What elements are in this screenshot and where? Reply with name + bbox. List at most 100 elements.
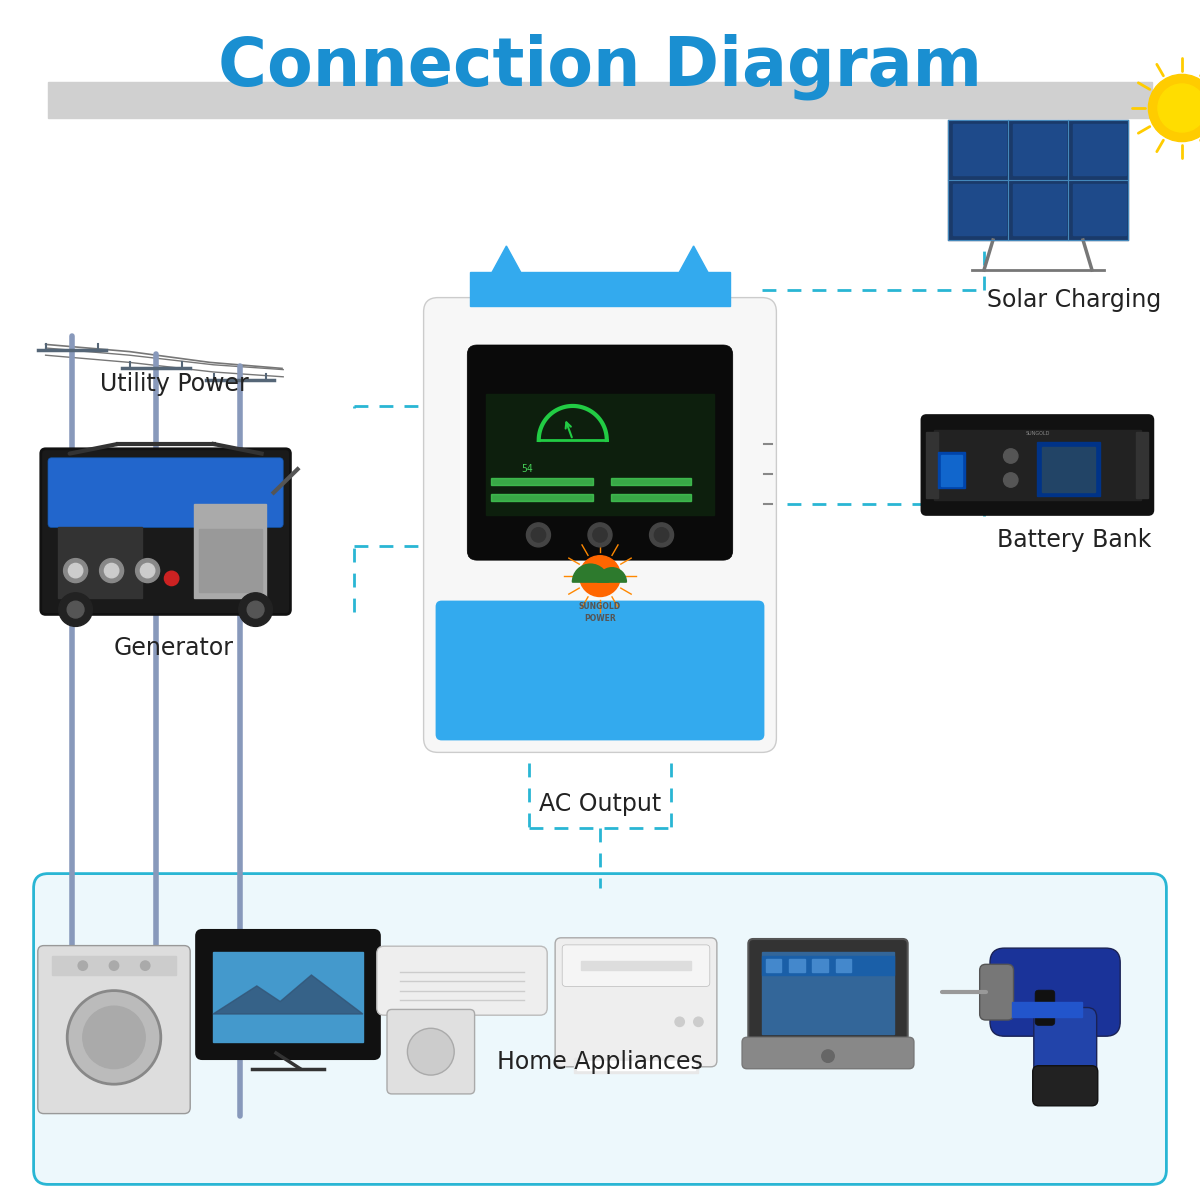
Bar — [52, 956, 176, 974]
Circle shape — [1003, 449, 1018, 463]
Bar — [48, 82, 1152, 118]
Bar — [953, 184, 1006, 235]
Polygon shape — [492, 246, 521, 272]
FancyBboxPatch shape — [922, 415, 1153, 515]
FancyBboxPatch shape — [979, 965, 1014, 1020]
FancyBboxPatch shape — [749, 938, 907, 1050]
Circle shape — [239, 593, 272, 626]
Circle shape — [649, 523, 673, 547]
Circle shape — [140, 961, 150, 971]
Circle shape — [676, 1018, 684, 1026]
FancyBboxPatch shape — [48, 457, 283, 527]
Circle shape — [68, 563, 83, 578]
Circle shape — [527, 523, 551, 547]
FancyBboxPatch shape — [467, 346, 733, 560]
Bar — [762, 956, 894, 974]
Bar — [1013, 184, 1066, 235]
Bar — [199, 529, 262, 592]
Text: Solar Charging: Solar Charging — [986, 288, 1162, 312]
Circle shape — [694, 1018, 703, 1026]
Bar — [1073, 184, 1126, 235]
Circle shape — [78, 961, 88, 971]
FancyBboxPatch shape — [990, 948, 1121, 1037]
Text: 54: 54 — [522, 464, 533, 474]
FancyBboxPatch shape — [563, 944, 710, 986]
Text: POWER: POWER — [584, 613, 616, 623]
Text: Battery Bank: Battery Bank — [997, 528, 1151, 552]
Text: Generator: Generator — [114, 636, 234, 660]
Circle shape — [67, 991, 161, 1085]
Bar — [766, 960, 781, 972]
Bar — [611, 478, 691, 485]
FancyBboxPatch shape — [197, 930, 379, 1060]
Text: SUNGOLD: SUNGOLD — [578, 601, 622, 611]
FancyBboxPatch shape — [377, 946, 547, 1015]
Bar — [611, 493, 691, 500]
FancyBboxPatch shape — [38, 946, 190, 1114]
Bar — [762, 952, 894, 1034]
Bar — [1013, 124, 1066, 175]
Bar — [582, 961, 691, 971]
Bar — [835, 960, 851, 972]
Circle shape — [164, 571, 179, 586]
Circle shape — [408, 1028, 454, 1075]
Circle shape — [580, 556, 620, 596]
Circle shape — [67, 601, 84, 618]
FancyBboxPatch shape — [41, 449, 290, 614]
Bar — [470, 272, 730, 306]
Circle shape — [1148, 74, 1200, 142]
FancyBboxPatch shape — [742, 1037, 914, 1069]
Bar — [577, 1061, 695, 1070]
Circle shape — [59, 593, 92, 626]
Polygon shape — [214, 974, 362, 1014]
Bar — [1073, 124, 1126, 175]
Text: AC Output: AC Output — [539, 792, 661, 816]
Bar — [1136, 432, 1148, 498]
Circle shape — [100, 559, 124, 582]
Bar — [58, 528, 142, 598]
Wedge shape — [598, 568, 626, 582]
Circle shape — [140, 563, 155, 578]
FancyBboxPatch shape — [556, 938, 716, 1067]
Circle shape — [83, 1006, 145, 1069]
Circle shape — [654, 528, 668, 542]
Bar — [486, 394, 714, 515]
Bar — [812, 960, 828, 972]
Circle shape — [588, 523, 612, 547]
Circle shape — [1158, 84, 1200, 132]
Bar — [953, 124, 1006, 175]
Circle shape — [1003, 473, 1018, 487]
Bar — [790, 960, 804, 972]
Bar — [491, 493, 594, 500]
Bar — [941, 455, 962, 486]
Circle shape — [136, 559, 160, 582]
Bar — [1013, 1002, 1082, 1018]
Circle shape — [109, 961, 119, 971]
Circle shape — [104, 563, 119, 578]
Text: Home Appliances: Home Appliances — [497, 1050, 703, 1074]
FancyBboxPatch shape — [1036, 990, 1055, 1025]
FancyBboxPatch shape — [436, 600, 764, 740]
FancyBboxPatch shape — [34, 874, 1166, 1184]
Circle shape — [593, 528, 607, 542]
Bar — [574, 1057, 698, 1073]
Bar — [1042, 446, 1096, 492]
Bar — [1038, 442, 1099, 496]
Text: Utility Power: Utility Power — [100, 372, 248, 396]
Bar — [194, 504, 266, 598]
Circle shape — [64, 559, 88, 582]
FancyBboxPatch shape — [424, 298, 776, 752]
Bar — [938, 452, 965, 488]
Circle shape — [822, 1050, 834, 1062]
Circle shape — [532, 528, 546, 542]
FancyBboxPatch shape — [386, 1009, 475, 1094]
Bar — [948, 120, 1128, 240]
FancyBboxPatch shape — [1034, 1008, 1097, 1086]
Bar — [214, 952, 362, 1042]
Bar — [934, 430, 1141, 500]
Circle shape — [247, 601, 264, 618]
Bar — [491, 478, 594, 485]
Text: Connection Diagram: Connection Diagram — [218, 34, 982, 101]
Wedge shape — [572, 564, 608, 582]
Text: SUNGOLD: SUNGOLD — [1025, 431, 1050, 436]
